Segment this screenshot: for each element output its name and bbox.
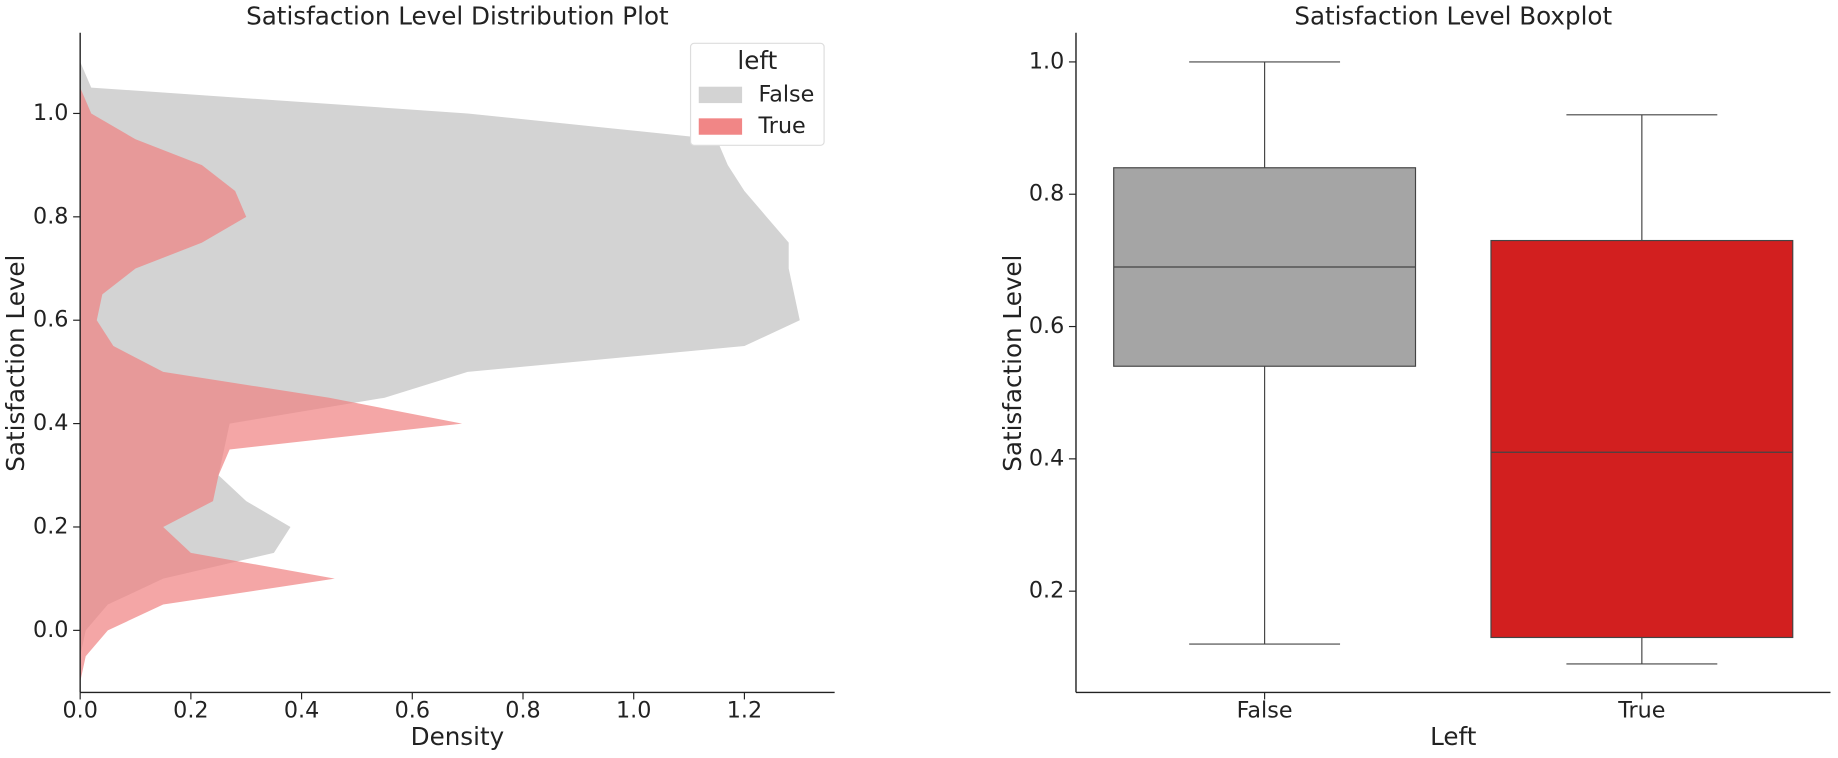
chart-title: Satisfaction Level Distribution Plot xyxy=(246,2,669,31)
y-tick-label: 0.8 xyxy=(1029,181,1064,207)
x-axis-label: Left xyxy=(1430,722,1477,751)
legend-label: True xyxy=(757,113,805,139)
y-tick-label: 0.6 xyxy=(1029,313,1064,339)
y-tick-label: 0.2 xyxy=(1029,578,1064,604)
legend-swatch xyxy=(698,118,743,135)
y-tick-label: 0.0 xyxy=(33,617,68,643)
legend-label: False xyxy=(758,81,814,107)
y-tick-label: 0.4 xyxy=(33,410,68,436)
x-tick-label: True xyxy=(1617,698,1665,724)
chart-title: Satisfaction Level Boxplot xyxy=(1294,2,1612,31)
y-tick-label: 1.0 xyxy=(1029,48,1064,74)
box xyxy=(1490,239,1794,639)
x-tick-label: False xyxy=(1237,698,1293,724)
x-tick-label: 0.0 xyxy=(62,698,97,724)
x-tick-label: 0.8 xyxy=(505,698,540,724)
y-tick-label: 1.0 xyxy=(33,100,68,126)
x-tick-label: 1.2 xyxy=(727,698,762,724)
density-area xyxy=(80,61,463,683)
y-tick-label: 0.6 xyxy=(33,307,68,333)
x-tick-label: 1.0 xyxy=(616,698,651,724)
legend-title: left xyxy=(737,46,777,75)
y-axis-label: Satisfaction Level xyxy=(998,255,1027,472)
y-tick-label: 0.2 xyxy=(33,513,68,539)
y-tick-label: 0.8 xyxy=(33,203,68,229)
y-axis-label: Satisfaction Level xyxy=(1,255,30,472)
x-tick-label: 0.4 xyxy=(284,698,319,724)
x-tick-label: 0.2 xyxy=(173,698,208,724)
y-tick-label: 0.4 xyxy=(1029,445,1064,471)
x-tick-label: 0.6 xyxy=(395,698,430,724)
density-area xyxy=(80,61,800,683)
legend-swatch xyxy=(698,86,743,104)
x-axis-label: Density xyxy=(411,722,505,751)
